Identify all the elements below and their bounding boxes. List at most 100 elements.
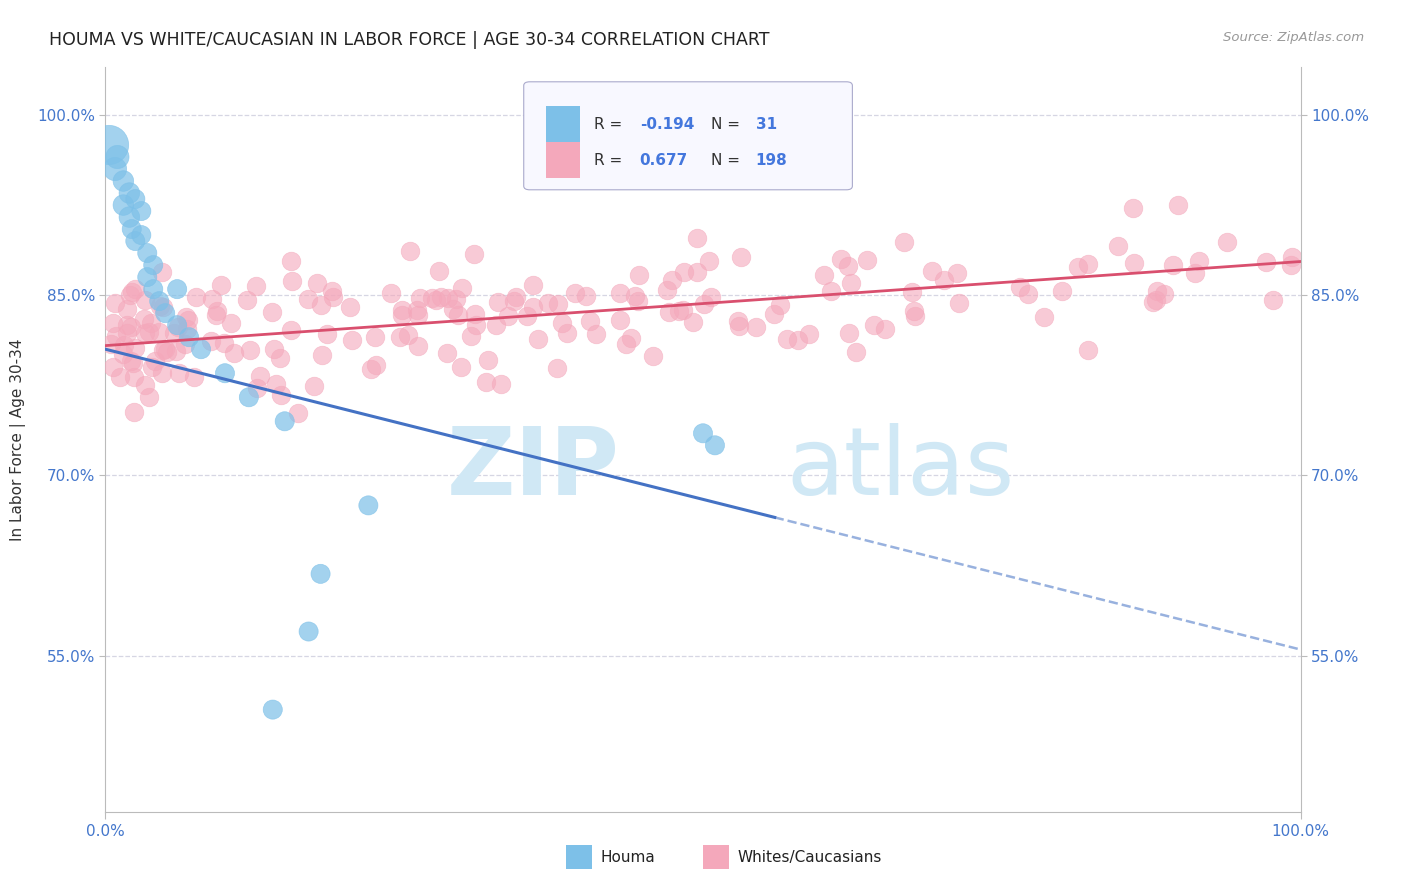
Point: [122, 370, 145, 384]
Point: [945, 266, 967, 280]
Point: [787, 333, 810, 347]
Point: [948, 296, 970, 310]
Point: [1010, 280, 1032, 294]
Text: HOUMA VS WHITE/CAUCASIAN IN LABOR FORCE | AGE 30-34 CORRELATION CHART: HOUMA VS WHITE/CAUCASIAN IN LABOR FORCE …: [49, 31, 769, 49]
Point: [246, 381, 269, 395]
Point: [692, 426, 714, 441]
Point: [1107, 239, 1129, 253]
Point: [121, 356, 143, 370]
Point: [668, 303, 690, 318]
Point: [845, 345, 868, 359]
Point: [643, 350, 665, 364]
Point: [1216, 235, 1239, 249]
Point: [104, 329, 127, 343]
Point: [672, 302, 695, 317]
Point: [315, 326, 337, 341]
Text: Houma: Houma: [600, 850, 655, 864]
Point: [776, 332, 799, 346]
Point: [730, 251, 752, 265]
Point: [830, 252, 852, 266]
Point: [658, 305, 681, 319]
Point: [516, 309, 538, 323]
Point: [104, 295, 127, 310]
Point: [855, 253, 877, 268]
Point: [173, 337, 195, 351]
Point: [174, 310, 197, 324]
Point: [655, 284, 678, 298]
Point: [281, 274, 304, 288]
Point: [104, 161, 127, 176]
Point: [129, 204, 153, 219]
Point: [280, 254, 302, 268]
Point: [136, 246, 159, 260]
Point: [813, 268, 835, 282]
Y-axis label: In Labor Force | Age 30-34: In Labor Force | Age 30-34: [10, 338, 25, 541]
Point: [141, 316, 163, 330]
Point: [311, 347, 333, 361]
Point: [406, 308, 429, 322]
Point: [176, 322, 198, 336]
Point: [585, 327, 607, 342]
Point: [444, 292, 467, 306]
Point: [624, 289, 647, 303]
Point: [769, 298, 792, 312]
Point: [177, 330, 201, 344]
Point: [460, 329, 482, 343]
Point: [134, 326, 156, 340]
Text: N =: N =: [711, 117, 745, 132]
Point: [214, 366, 236, 380]
Text: Source: ZipAtlas.com: Source: ZipAtlas.com: [1223, 31, 1364, 45]
Point: [436, 346, 458, 360]
Point: [305, 276, 328, 290]
Point: [269, 351, 291, 365]
Point: [150, 366, 173, 380]
Text: 0.677: 0.677: [640, 153, 688, 168]
Point: [205, 304, 228, 318]
Text: ZIP: ZIP: [447, 423, 619, 515]
Point: [450, 360, 472, 375]
Point: [820, 285, 842, 299]
Point: [620, 331, 643, 345]
Point: [236, 293, 259, 307]
Point: [464, 307, 486, 321]
Point: [98, 138, 121, 153]
Point: [389, 329, 412, 343]
Point: [727, 318, 749, 333]
Point: [238, 390, 260, 404]
Text: 198: 198: [755, 153, 787, 168]
Point: [120, 320, 142, 334]
Point: [903, 303, 925, 318]
Point: [357, 499, 380, 513]
Point: [1017, 286, 1039, 301]
Point: [115, 302, 138, 317]
Point: [391, 308, 413, 322]
Point: [118, 186, 141, 200]
Point: [763, 307, 786, 321]
Point: [209, 278, 232, 293]
Point: [263, 342, 285, 356]
Point: [1033, 310, 1056, 325]
Point: [1077, 343, 1099, 357]
Point: [409, 291, 432, 305]
Point: [124, 234, 146, 248]
Point: [100, 336, 122, 351]
Point: [309, 566, 332, 581]
Point: [111, 347, 134, 361]
FancyBboxPatch shape: [565, 846, 592, 869]
Point: [564, 285, 586, 300]
Point: [686, 265, 709, 279]
Point: [422, 291, 444, 305]
Point: [163, 326, 186, 340]
Point: [496, 309, 519, 323]
Point: [152, 300, 174, 314]
Point: [396, 327, 419, 342]
Point: [364, 358, 387, 372]
Point: [477, 353, 499, 368]
FancyBboxPatch shape: [703, 846, 730, 869]
Point: [682, 315, 704, 329]
Point: [141, 359, 163, 374]
Point: [1281, 251, 1303, 265]
Point: [465, 318, 488, 332]
Point: [239, 343, 262, 357]
Point: [704, 438, 727, 452]
